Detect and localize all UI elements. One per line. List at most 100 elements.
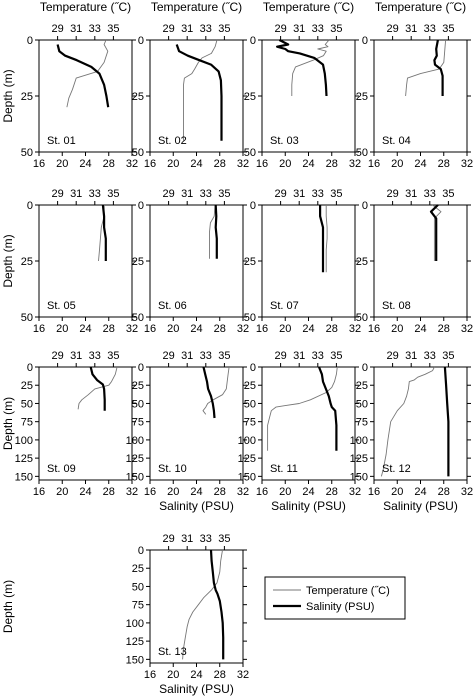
depth-tick-label: 50 <box>132 398 144 410</box>
salinity-tick-label: 28 <box>214 323 226 335</box>
station-panel <box>146 546 247 667</box>
salinity-axis-title: Salinity (PSU) <box>271 499 346 513</box>
depth-tick-label: 25 <box>132 380 144 392</box>
depth-tick-label: 0 <box>138 35 144 47</box>
salinity-axis-title: Salinity (PSU) <box>383 499 458 513</box>
salinity-tick-label: 32 <box>349 486 361 498</box>
depth-tick-label: 0 <box>250 35 256 47</box>
salinity-axis-title: Salinity (PSU) <box>159 682 234 696</box>
station-label: St. 02 <box>158 135 187 147</box>
station-label: St. 08 <box>382 300 411 312</box>
salinity-tick-label: 32 <box>126 486 138 498</box>
station-panel <box>370 363 471 484</box>
depth-tick-label: 25 <box>244 256 256 268</box>
station-panel <box>35 201 136 321</box>
depth-tick-label: 125 <box>15 453 33 465</box>
salinity-tick-label: 24 <box>79 323 91 335</box>
station-label: St. 11 <box>270 463 298 475</box>
depth-tick-label: 125 <box>126 636 144 648</box>
salinity-profile-line <box>202 366 216 419</box>
salinity-tick-label: 24 <box>190 669 202 681</box>
station-label: St. 06 <box>158 300 187 312</box>
temperature-profile-line <box>202 366 230 415</box>
depth-tick-label: 0 <box>250 362 256 374</box>
depth-tick-label: 50 <box>356 312 368 324</box>
depth-tick-label: 100 <box>350 435 368 447</box>
salinity-tick-label: 16 <box>144 323 156 335</box>
salinity-tick-label: 28 <box>214 486 226 498</box>
depth-tick-label: 50 <box>356 147 368 159</box>
station-label: St. 01 <box>47 135 76 147</box>
temperature-axis-title: Temperature (˝C) <box>375 0 466 14</box>
depth-tick-label: 75 <box>356 417 368 429</box>
depth-tick-label: 25 <box>356 91 368 103</box>
temperature-tick-label: 29 <box>274 23 286 35</box>
depth-tick-label: 25 <box>356 380 368 392</box>
salinity-tick-label: 28 <box>326 158 338 170</box>
depth-tick-label: 150 <box>126 471 144 483</box>
temperature-tick-label: 31 <box>181 23 193 35</box>
salinity-profile-line <box>429 204 439 261</box>
depth-tick-label: 75 <box>132 600 144 612</box>
temperature-profile-line <box>405 39 447 97</box>
station-label: St. 13 <box>158 646 187 658</box>
salinity-tick-label: 32 <box>126 158 138 170</box>
salinity-tick-label: 28 <box>438 323 450 335</box>
depth-tick-label: 50 <box>132 581 144 593</box>
depth-tick-label: 100 <box>126 618 144 630</box>
salinity-tick-label: 32 <box>126 323 138 335</box>
station-panel <box>258 201 359 321</box>
temperature-tick-label: 29 <box>386 350 398 362</box>
temperature-tick-label: 35 <box>330 350 342 362</box>
temperature-tick-label: 31 <box>70 23 82 35</box>
depth-tick-label: 50 <box>21 398 33 410</box>
salinity-tick-label: 32 <box>349 158 361 170</box>
salinity-tick-label: 16 <box>144 158 156 170</box>
salinity-tick-label: 28 <box>326 486 338 498</box>
depth-axis-title: Depth (m) <box>1 580 15 633</box>
temperature-tick-label: 33 <box>200 350 212 362</box>
depth-axis-title: Depth (m) <box>1 234 15 287</box>
depth-tick-label: 100 <box>238 435 256 447</box>
depth-tick-label: 0 <box>138 200 144 212</box>
salinity-tick-label: 24 <box>79 486 91 498</box>
temperature-tick-label: 33 <box>312 188 324 200</box>
temperature-profile-line <box>325 205 328 273</box>
salinity-tick-label: 24 <box>414 323 426 335</box>
salinity-profile-line <box>89 366 106 411</box>
temperature-tick-label: 29 <box>386 23 398 35</box>
salinity-profile-line <box>209 549 225 660</box>
salinity-tick-label: 28 <box>103 158 115 170</box>
salinity-profile-line <box>433 39 444 96</box>
depth-tick-label: 0 <box>27 200 33 212</box>
station-panel <box>146 201 247 321</box>
salinity-tick-label: 28 <box>438 486 450 498</box>
salinity-tick-label: 32 <box>237 323 249 335</box>
temperature-tick-label: 33 <box>424 23 436 35</box>
depth-tick-label: 25 <box>356 256 368 268</box>
salinity-tick-label: 16 <box>144 669 156 681</box>
salinity-tick-label: 20 <box>391 486 403 498</box>
temperature-tick-label: 29 <box>162 23 174 35</box>
temperature-tick-label: 29 <box>162 533 174 545</box>
temperature-tick-label: 31 <box>405 23 417 35</box>
temperature-tick-label: 31 <box>405 350 417 362</box>
salinity-profile-line <box>276 39 328 97</box>
temperature-tick-label: 29 <box>274 188 286 200</box>
salinity-tick-label: 20 <box>391 323 403 335</box>
temperature-profile-line <box>380 366 435 477</box>
salinity-profile-line <box>317 366 338 451</box>
temperature-tick-label: 31 <box>181 533 193 545</box>
depth-tick-label: 0 <box>362 362 368 374</box>
temperature-tick-label: 31 <box>70 350 82 362</box>
depth-tick-label: 125 <box>238 453 256 465</box>
salinity-tick-label: 24 <box>414 486 426 498</box>
temperature-profile-line <box>209 204 216 259</box>
salinity-tick-label: 16 <box>368 486 380 498</box>
temperature-tick-label: 31 <box>405 188 417 200</box>
depth-tick-label: 0 <box>27 35 33 47</box>
depth-tick-label: 25 <box>132 91 144 103</box>
temperature-tick-label: 33 <box>424 350 436 362</box>
depth-tick-label: 0 <box>27 362 33 374</box>
temperature-tick-label: 29 <box>386 188 398 200</box>
